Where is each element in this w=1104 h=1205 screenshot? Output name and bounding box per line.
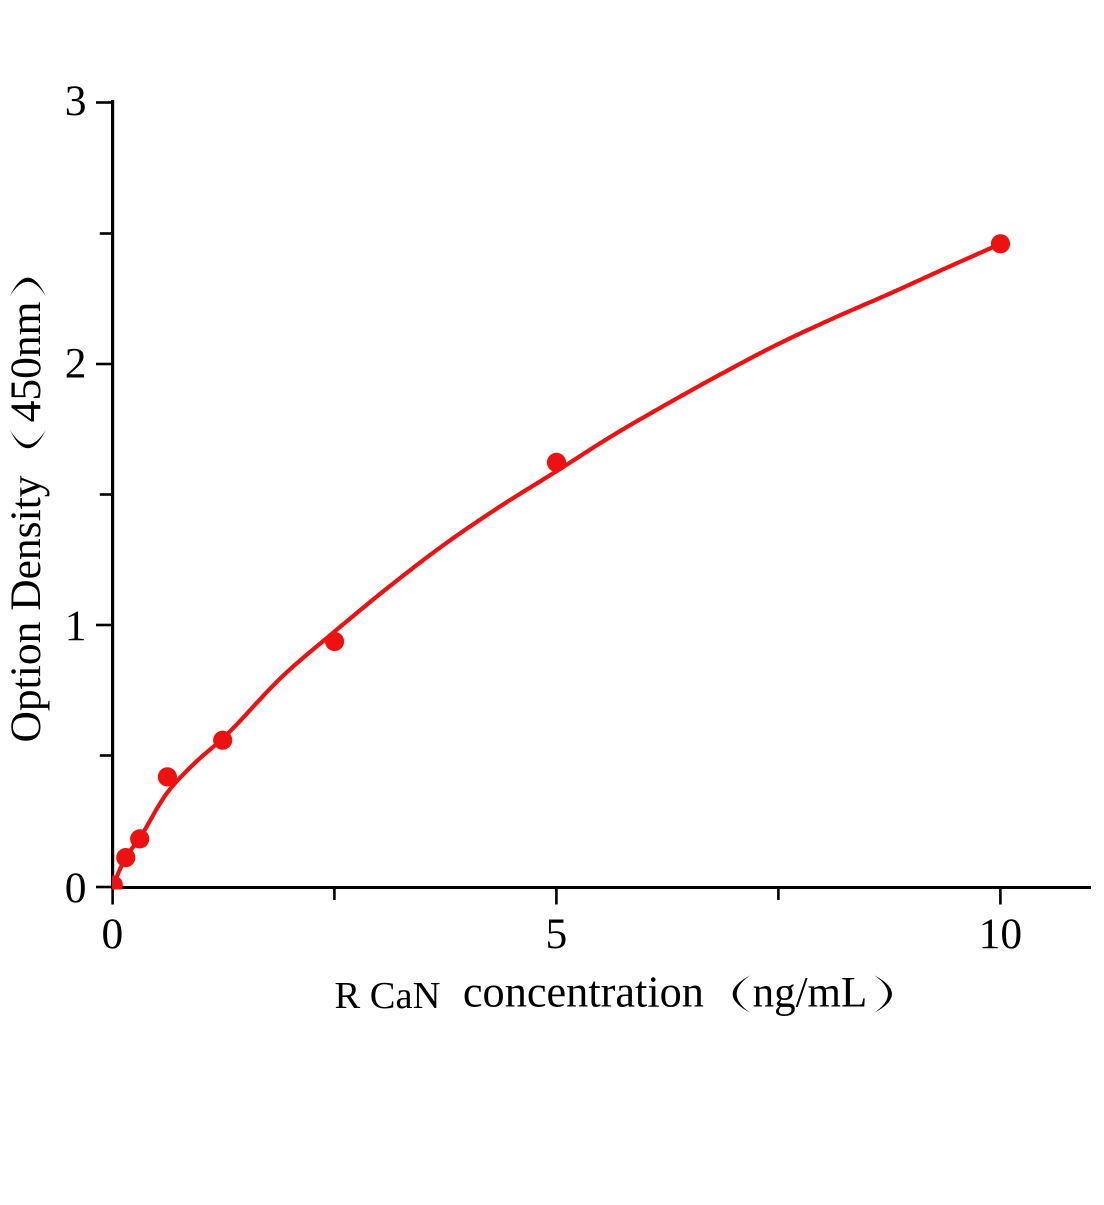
svg-text:5: 5 <box>546 910 568 958</box>
svg-text:2: 2 <box>65 340 87 388</box>
svg-text:0: 0 <box>102 910 124 958</box>
svg-text:concentration: concentration <box>463 968 704 1017</box>
svg-text:ng/mL: ng/mL <box>753 970 868 1017</box>
svg-text:Option Density: Option Density <box>2 475 50 742</box>
svg-text:R CaN: R CaN <box>335 975 441 1017</box>
svg-text:3: 3 <box>65 77 87 125</box>
svg-text:0: 0 <box>65 864 87 912</box>
svg-text:450nm: 450nm <box>2 301 50 422</box>
svg-text:10: 10 <box>979 910 1023 958</box>
svg-text:1: 1 <box>65 602 87 650</box>
